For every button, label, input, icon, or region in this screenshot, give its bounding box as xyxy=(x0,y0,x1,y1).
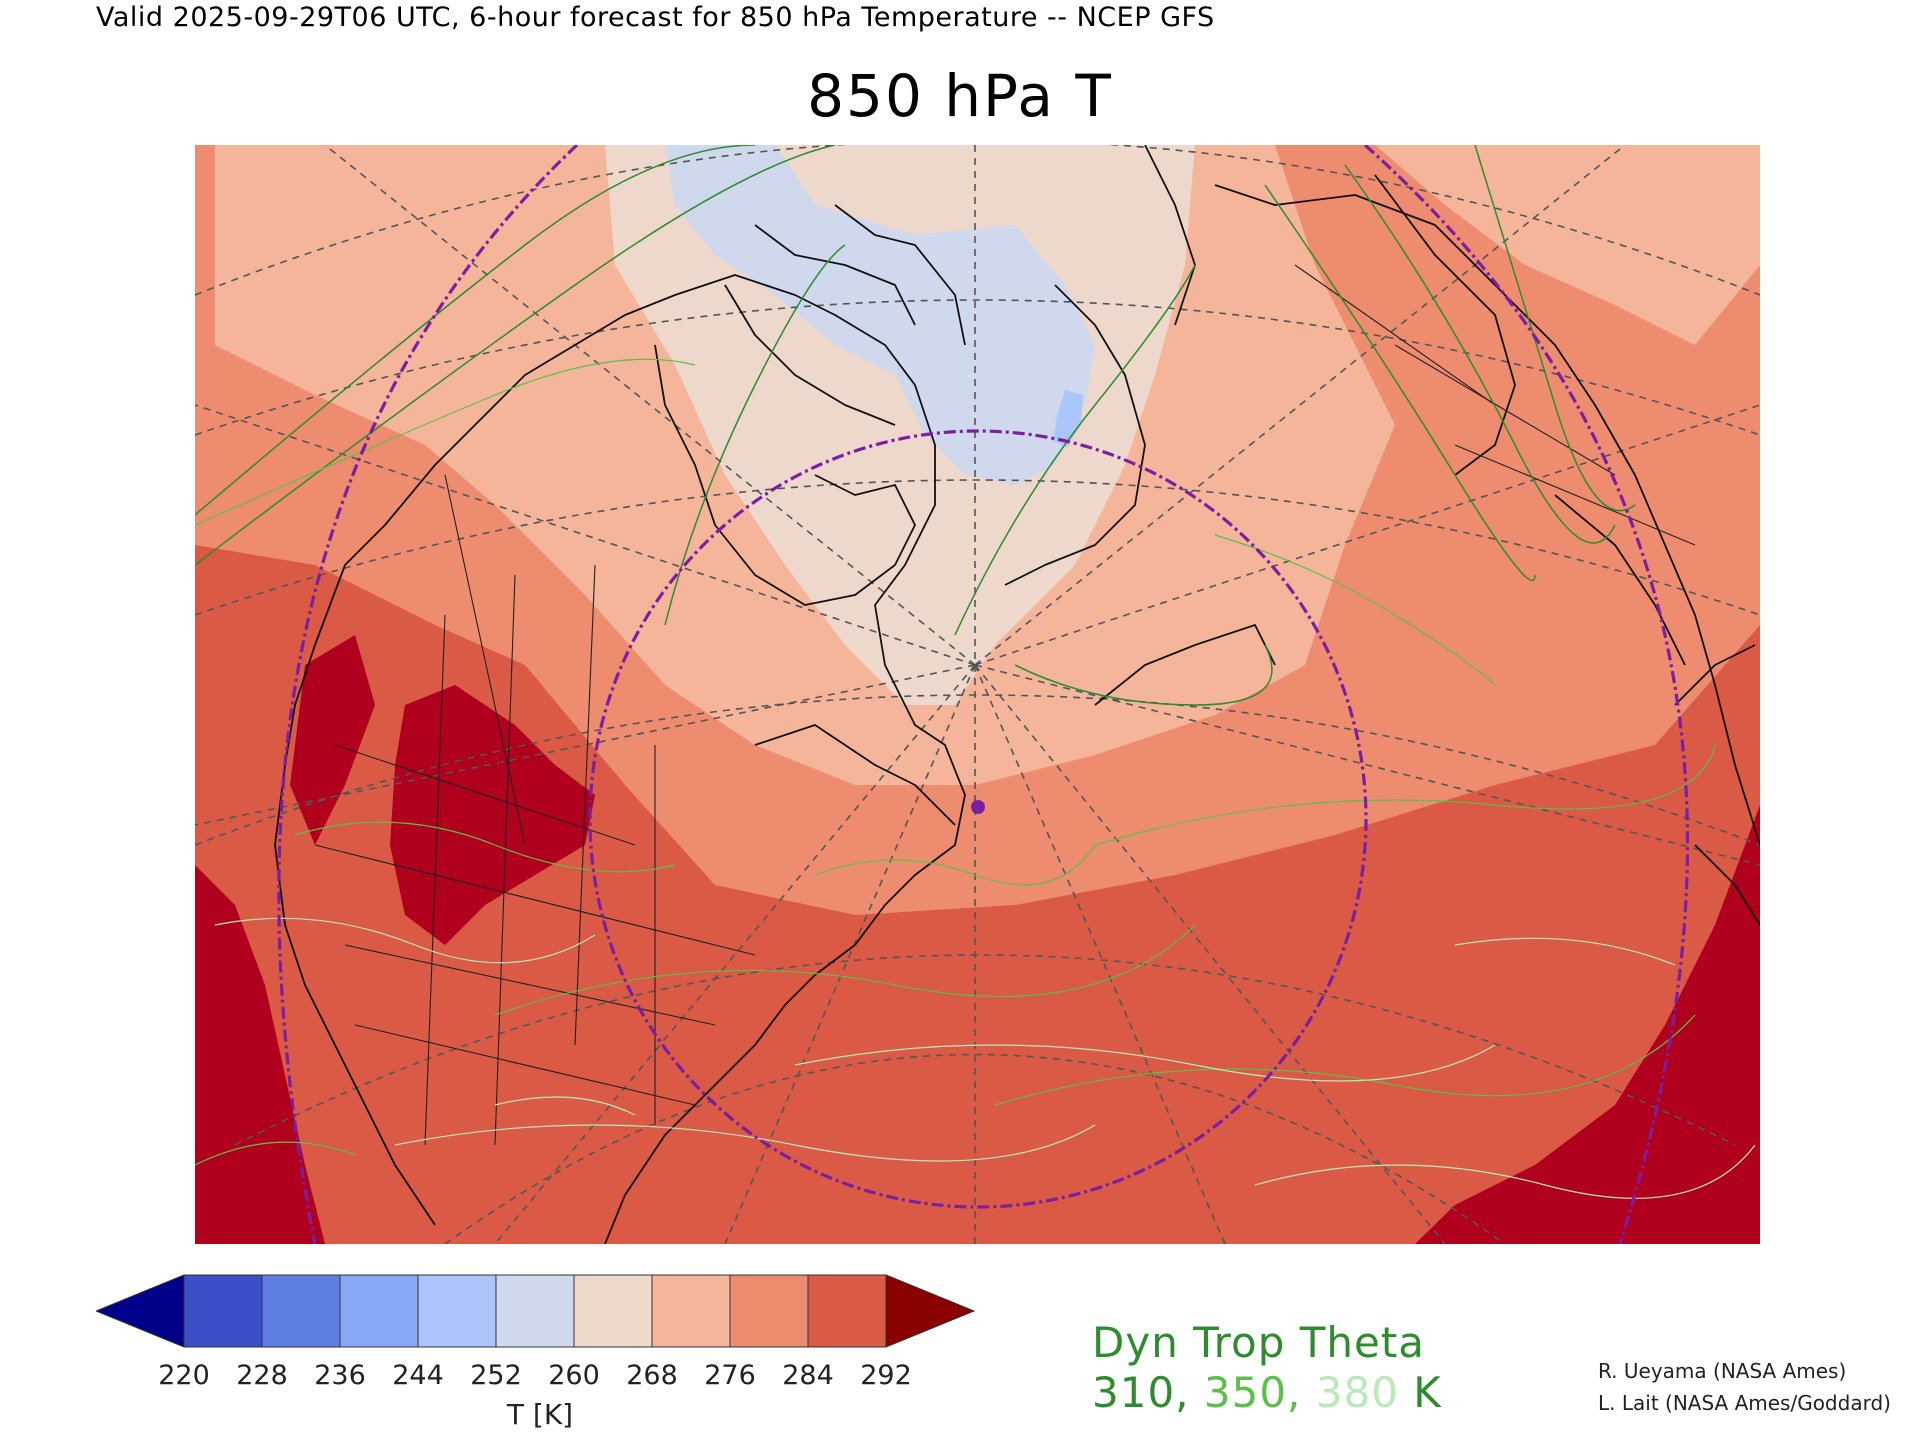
colorbar-tick-label: 228 xyxy=(236,1360,288,1391)
reference-circles xyxy=(277,145,1690,1244)
temp-field-292-pacific xyxy=(195,865,325,1244)
colorbar-tick-label: 268 xyxy=(626,1360,678,1391)
colorbar-low-arrow xyxy=(96,1274,185,1348)
colorbar-high-arrow xyxy=(885,1274,976,1348)
colorbar-segment xyxy=(495,1274,575,1348)
temp-field-292-west xyxy=(390,685,595,945)
political-boundaries xyxy=(314,264,1696,1146)
temp-field-268-276-east xyxy=(1375,145,1760,345)
inner-reference-circle xyxy=(588,429,1368,1209)
colorbar-segment xyxy=(261,1274,341,1348)
legend-separator-1: , xyxy=(1175,1368,1204,1417)
colorbar-segment xyxy=(807,1274,887,1348)
contour-legend-values: 310, 350, 380 K xyxy=(1092,1368,1442,1417)
colorbar-tick-label: 260 xyxy=(548,1360,600,1391)
colorbar-tick-label: 236 xyxy=(314,1360,366,1391)
colorbar-tick-label: 244 xyxy=(392,1360,444,1391)
colorbar-segment xyxy=(339,1274,419,1348)
colorbar-tick-label: 252 xyxy=(470,1360,522,1391)
colorbar-tick-label: 276 xyxy=(704,1360,756,1391)
credit-line-2: L. Lait (NASA Ames/Goddard) xyxy=(1598,1391,1891,1415)
outer-reference-arc-west xyxy=(277,145,579,1244)
legend-350-value: 350 xyxy=(1203,1368,1288,1417)
colorbar-label: T [K] xyxy=(506,1398,574,1431)
legend-380-value: 380 xyxy=(1315,1368,1399,1417)
contours-350K xyxy=(195,358,1716,1166)
colorbar-segment xyxy=(573,1274,653,1348)
graticule xyxy=(195,145,1760,1244)
credits: R. Ueyama (NASA Ames) L. Lait (NASA Ames… xyxy=(1598,1355,1891,1419)
coastlines xyxy=(274,145,1760,1244)
temp-field-244-252 xyxy=(1053,390,1083,447)
temperature-map xyxy=(195,145,1760,1244)
colorbar-segment xyxy=(183,1274,263,1348)
reference-point xyxy=(971,800,985,814)
temp-field-252-260 xyxy=(665,145,1095,485)
colorbar-segment xyxy=(729,1274,809,1348)
colorbar-segment xyxy=(651,1274,731,1348)
colorbar xyxy=(96,1274,976,1348)
outer-reference-arc-east xyxy=(1363,145,1690,1244)
credit-line-1: R. Ueyama (NASA Ames) xyxy=(1598,1359,1847,1383)
temp-field-292-east xyxy=(1415,805,1760,1244)
forecast-valid-line: Valid 2025-09-29T06 UTC, 6-hour forecast… xyxy=(96,2,1215,33)
temp-field-292-southwest xyxy=(290,635,375,845)
colorbar-tick-label: 220 xyxy=(158,1360,210,1391)
map-title: 850 hPa T xyxy=(807,62,1113,130)
colorbar-tick-label: 292 xyxy=(860,1360,912,1391)
contours-380K xyxy=(214,917,1756,1199)
legend-310-value: 310 xyxy=(1092,1368,1176,1417)
contours-310K xyxy=(195,145,1636,706)
colorbar-tick-label: 284 xyxy=(782,1360,834,1391)
contour-legend-title: Dyn Trop Theta xyxy=(1092,1318,1426,1367)
legend-separator-2: , xyxy=(1287,1368,1316,1417)
legend-unit: K xyxy=(1398,1368,1442,1417)
colorbar-segment xyxy=(417,1274,497,1348)
